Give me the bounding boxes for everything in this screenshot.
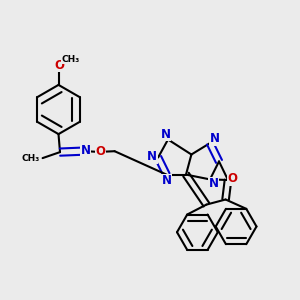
Text: CH₃: CH₃ <box>21 154 40 163</box>
Text: N: N <box>161 174 172 187</box>
Text: O: O <box>228 172 238 185</box>
Text: O: O <box>54 59 64 72</box>
Text: N: N <box>209 132 220 146</box>
Text: O: O <box>95 145 105 158</box>
Text: N: N <box>208 177 219 190</box>
Text: N: N <box>147 150 157 164</box>
Text: N: N <box>80 144 91 158</box>
Text: CH₃: CH₃ <box>61 55 80 64</box>
Text: N: N <box>160 128 171 141</box>
